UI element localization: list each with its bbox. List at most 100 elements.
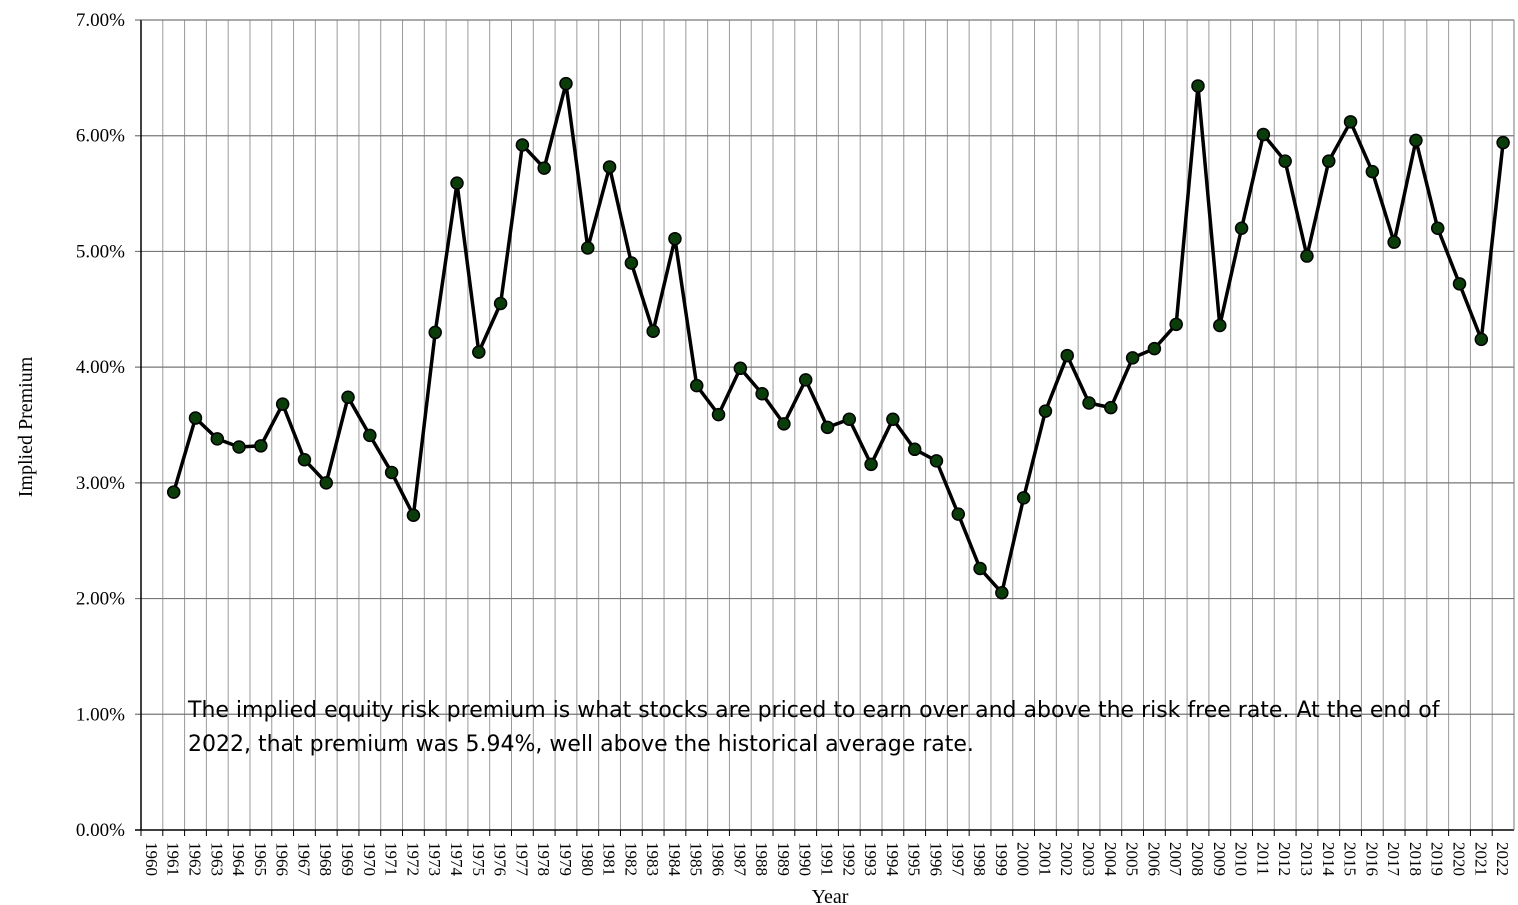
x-tick-label: 2003 xyxy=(1079,842,1098,876)
data-point-1991 xyxy=(820,420,835,435)
y-tick-label: 2.00% xyxy=(76,589,125,610)
data-point-2007 xyxy=(1169,317,1183,332)
data-point-1977 xyxy=(515,138,530,152)
x-tick-label: 2005 xyxy=(1123,842,1142,876)
data-point-2017 xyxy=(1387,235,1401,249)
x-tick-label: 2012 xyxy=(1275,842,1294,876)
x-tick-label: 1997 xyxy=(948,842,967,877)
data-point-1971 xyxy=(384,465,399,480)
x-tick-label: 2011 xyxy=(1253,842,1272,875)
data-point-1984 xyxy=(668,231,682,246)
x-tick-label: 1977 xyxy=(512,842,531,877)
x-tick-label: 1999 xyxy=(992,842,1011,876)
x-tick-label: 1979 xyxy=(556,842,575,876)
data-point-1986 xyxy=(711,407,726,422)
x-tick-label: 2020 xyxy=(1450,842,1469,876)
data-point-1979 xyxy=(559,76,573,91)
x-tick-label: 2006 xyxy=(1144,842,1163,876)
data-point-1982 xyxy=(624,256,639,270)
data-point-1992 xyxy=(842,412,857,426)
x-tick-label: 1987 xyxy=(730,842,749,877)
x-tick-label: 2015 xyxy=(1341,842,1360,876)
x-tick-label: 1983 xyxy=(643,842,662,876)
data-point-1981 xyxy=(602,160,617,174)
x-tick-label: 1998 xyxy=(970,842,989,876)
data-point-1989 xyxy=(777,417,791,431)
y-tick-label: 4.00% xyxy=(76,357,125,378)
horizontal-gridlines xyxy=(135,19,1515,831)
data-point-2005 xyxy=(1125,351,1140,365)
x-tick-label: 1991 xyxy=(818,842,837,876)
y-tick-label: 7.00% xyxy=(76,10,125,31)
y-axis-label: Implied Premium xyxy=(15,356,37,497)
data-point-1983 xyxy=(646,324,660,339)
x-tick-label: 1976 xyxy=(491,842,510,876)
y-tick-label: 6.00% xyxy=(76,126,125,147)
data-point-1997 xyxy=(951,507,966,521)
data-point-2012 xyxy=(1278,154,1292,168)
y-tick-label: 5.00% xyxy=(76,241,125,262)
data-point-2014 xyxy=(1322,154,1336,168)
x-tick-label: 1973 xyxy=(425,842,444,876)
data-point-1996 xyxy=(929,454,944,468)
data-point-2015 xyxy=(1343,115,1358,129)
x-tick-label: 2001 xyxy=(1035,842,1054,876)
data-point-2000 xyxy=(1016,491,1031,505)
x-tick-label: 2016 xyxy=(1362,842,1381,876)
x-tick-label: 1971 xyxy=(382,842,401,876)
data-point-1998 xyxy=(973,561,987,576)
x-tick-label: 1988 xyxy=(752,842,771,876)
y-axis-ticks: 0.00% 1.00% 2.00% 3.00% 4.00% 5.00% 6.00% 7.00% xyxy=(76,10,125,841)
data-point-2010 xyxy=(1234,221,1249,236)
x-tick-label: 2008 xyxy=(1188,842,1207,876)
x-tick-label: 2021 xyxy=(1471,842,1490,876)
data-point-1974 xyxy=(450,176,464,190)
y-tick-label: 1.00% xyxy=(76,704,125,725)
data-point-1985 xyxy=(689,378,704,393)
x-tick-label: 1972 xyxy=(403,842,422,876)
data-point-1994 xyxy=(886,412,900,426)
data-point-2006 xyxy=(1147,341,1162,356)
data-point-1968 xyxy=(319,476,333,490)
chart-annotation: The implied equity risk premium is what … xyxy=(188,698,1440,757)
x-tick-label: 2002 xyxy=(1057,842,1076,876)
x-tick-label: 2000 xyxy=(1014,842,1033,876)
x-tick-label: 1995 xyxy=(905,842,924,876)
data-point-2021 xyxy=(1474,332,1489,347)
x-axis-label: Year xyxy=(812,886,849,905)
x-tick-label: 1962 xyxy=(185,842,204,876)
x-tick-label: 1986 xyxy=(709,842,728,876)
x-tick-label: 1985 xyxy=(687,842,706,876)
x-tick-label: 1968 xyxy=(316,842,335,876)
data-point-2004 xyxy=(1104,400,1118,415)
data-point-1969 xyxy=(341,390,355,404)
y-tick-label: 3.00% xyxy=(76,473,125,494)
x-tick-label: 2022 xyxy=(1493,842,1512,876)
x-tick-label: 1981 xyxy=(600,842,619,876)
x-tick-label: 1969 xyxy=(338,842,357,876)
data-point-1963 xyxy=(210,432,225,446)
data-point-2002 xyxy=(1060,348,1074,363)
x-tick-label: 2017 xyxy=(1384,842,1403,877)
data-point-2020 xyxy=(1452,277,1467,291)
x-tick-label: 1989 xyxy=(774,842,793,876)
x-tick-label: 1978 xyxy=(534,842,553,876)
data-point-1976 xyxy=(493,296,508,311)
data-point-1965 xyxy=(254,439,268,453)
x-tick-label: 1994 xyxy=(883,842,902,877)
x-tick-label: 2014 xyxy=(1319,842,1338,877)
x-tick-label: 1970 xyxy=(360,842,379,876)
x-tick-label: 1965 xyxy=(251,842,270,876)
x-tick-label: 1964 xyxy=(229,842,248,877)
data-point-1970 xyxy=(363,428,377,443)
data-point-1980 xyxy=(581,241,595,255)
x-tick-label: 1996 xyxy=(926,842,945,876)
x-tick-label: 2009 xyxy=(1210,842,1229,876)
x-tick-label: 1990 xyxy=(796,842,815,876)
x-tick-label: 2010 xyxy=(1232,842,1251,876)
data-point-1972 xyxy=(406,508,421,523)
x-tick-label: 2018 xyxy=(1406,842,1425,876)
data-point-1993 xyxy=(864,457,878,472)
x-tick-label: 1963 xyxy=(207,842,226,876)
x-tick-label: 1974 xyxy=(447,842,466,877)
